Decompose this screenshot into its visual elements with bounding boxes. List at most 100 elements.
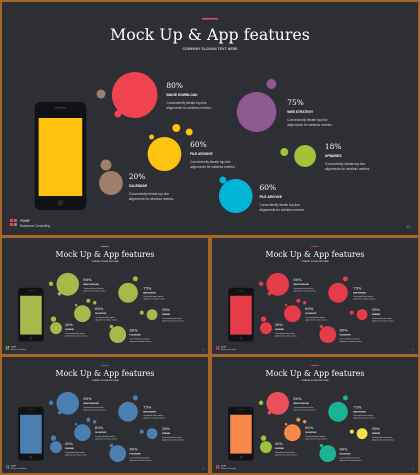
thumbnail-multicolor[interactable]: Mock Up & App features COMPANY SLOGAN TEX…	[212, 357, 418, 473]
feature-label: CALENDAR	[65, 447, 75, 450]
slide-subtitle: COMPANY SLOGAN TEXT HERE	[91, 260, 119, 263]
decor-dot	[267, 292, 272, 296]
feature-bubble	[111, 72, 158, 118]
feature-description: Conveniently iterate top-line	[372, 317, 392, 320]
phone-speaker	[237, 290, 244, 292]
decor-dot	[349, 429, 354, 434]
logo-line2: Business Consulting	[20, 224, 51, 228]
decor-dot	[114, 110, 122, 118]
feature-bubble	[50, 441, 62, 454]
feature-description: alignments for wireless metrics.	[166, 106, 211, 110]
phone-screen	[230, 295, 252, 335]
feature-label: FILE ARCHIVE	[340, 453, 352, 456]
thumbnail-olive[interactable]: Mock Up & App features COMPANY SLOGAN TEX…	[2, 238, 208, 354]
decor-dot	[74, 303, 78, 307]
feature-value: 20%	[65, 323, 74, 327]
decor-dot	[109, 324, 114, 329]
feature-bubble	[284, 424, 301, 442]
decor-dot	[284, 303, 288, 307]
phone-home-button	[29, 455, 33, 459]
page-number: 23	[412, 350, 414, 352]
feature-label: WEB STRATEGY	[287, 110, 314, 114]
feature-bubble	[109, 445, 127, 463]
feature-label: UPWARDS	[162, 313, 171, 316]
feature-label: FILE ARCHIVE	[190, 152, 213, 156]
feature-value: 20%	[129, 172, 145, 181]
page-number: 23	[412, 469, 414, 471]
feature-bubble	[74, 424, 91, 442]
feature-description: alignments for wireless metrics.	[325, 167, 370, 171]
decor-dot	[86, 417, 91, 422]
decor-dot	[74, 422, 78, 426]
feature-value: 60%	[260, 183, 276, 192]
feature-bubble	[56, 391, 80, 415]
decor-dot	[296, 417, 301, 422]
title-accent-line	[101, 364, 109, 366]
feature-label: IMAGE DOWNLOAD	[83, 402, 99, 405]
feature-value: 60%	[340, 448, 349, 452]
feature-bubble	[284, 305, 301, 323]
feature-label: IMAGE DOWNLOAD	[293, 402, 309, 405]
feature-label: UPWARDS	[372, 313, 381, 316]
logo-line2: Business Consulting	[11, 467, 26, 470]
feature-description: Conveniently iterate top-line	[83, 406, 103, 409]
phone-speaker	[27, 409, 34, 411]
feature-bubble	[99, 171, 123, 195]
feature-description: Conveniently iterate top-line	[293, 406, 313, 409]
feature-label: WEB STRATEGY	[353, 410, 367, 413]
logo-line1: YOUR	[11, 347, 17, 349]
decor-dot	[139, 310, 144, 315]
feature-label: IMAGE DOWNLOAD	[293, 283, 309, 286]
decor-dot	[57, 411, 62, 415]
feature-bubble	[147, 137, 182, 171]
feature-value: 75%	[143, 405, 152, 409]
logo-line2: Business Consulting	[221, 348, 236, 351]
feature-label: UPWARDS	[372, 432, 381, 435]
feature-bubble	[266, 391, 290, 415]
logo-line1: YOUR	[11, 466, 17, 468]
decor-dot	[267, 411, 272, 415]
feature-description: alignments for wireless metrics.	[190, 165, 235, 169]
feature-description: Conveniently iterate top-line	[340, 457, 360, 460]
decor-dot	[260, 435, 267, 441]
feature-bubble	[356, 428, 368, 440]
thumbnail-red[interactable]: Mock Up & App features COMPANY SLOGAN TEX…	[212, 238, 418, 354]
feature-bubble	[328, 282, 348, 303]
feature-bubble	[236, 92, 277, 132]
phone-speaker	[237, 409, 244, 411]
feature-bubble	[260, 441, 272, 454]
decor-dot	[50, 316, 57, 322]
feature-value: 18%	[372, 308, 381, 312]
decor-dot	[319, 324, 324, 329]
phone-home-button	[29, 336, 33, 340]
phone-screen	[20, 295, 42, 335]
feature-description: Conveniently iterate top-line	[65, 332, 85, 335]
feature-label: CALENDAR	[65, 328, 75, 331]
feature-description: alignments for wireless metrics.	[287, 123, 332, 127]
feature-description: Conveniently iterate top-line	[287, 118, 327, 122]
feature-description: Conveniently iterate top-line	[372, 436, 392, 439]
decor-dot	[96, 89, 106, 99]
decor-dot	[48, 400, 54, 406]
feature-description: Conveniently iterate top-line	[190, 160, 230, 164]
feature-value: 20%	[275, 442, 284, 446]
decor-dot	[86, 298, 91, 303]
feature-label: UPWARDS	[325, 154, 342, 158]
decor-dot	[258, 400, 264, 406]
feature-label: FILE ARCHIVE	[305, 431, 317, 434]
feature-bubble	[118, 401, 138, 422]
slide-title: Mock Up & App features	[110, 25, 310, 44]
decor-dot	[302, 419, 307, 424]
feature-bubble	[146, 428, 158, 440]
feature-label: CALENDAR	[275, 328, 285, 331]
thumbnail-blue[interactable]: Mock Up & App features COMPANY SLOGAN TEX…	[2, 357, 208, 473]
logo-mark	[215, 465, 220, 469]
phone-home-button	[57, 200, 64, 206]
feature-label: WEB STRATEGY	[143, 291, 157, 294]
logo-line2: Business Consulting	[11, 348, 26, 351]
logo-mark	[215, 346, 220, 350]
feature-bubble	[266, 272, 290, 296]
main-slide[interactable]: Mock Up & App features COMPANY SLOGAN TEX…	[2, 2, 418, 235]
